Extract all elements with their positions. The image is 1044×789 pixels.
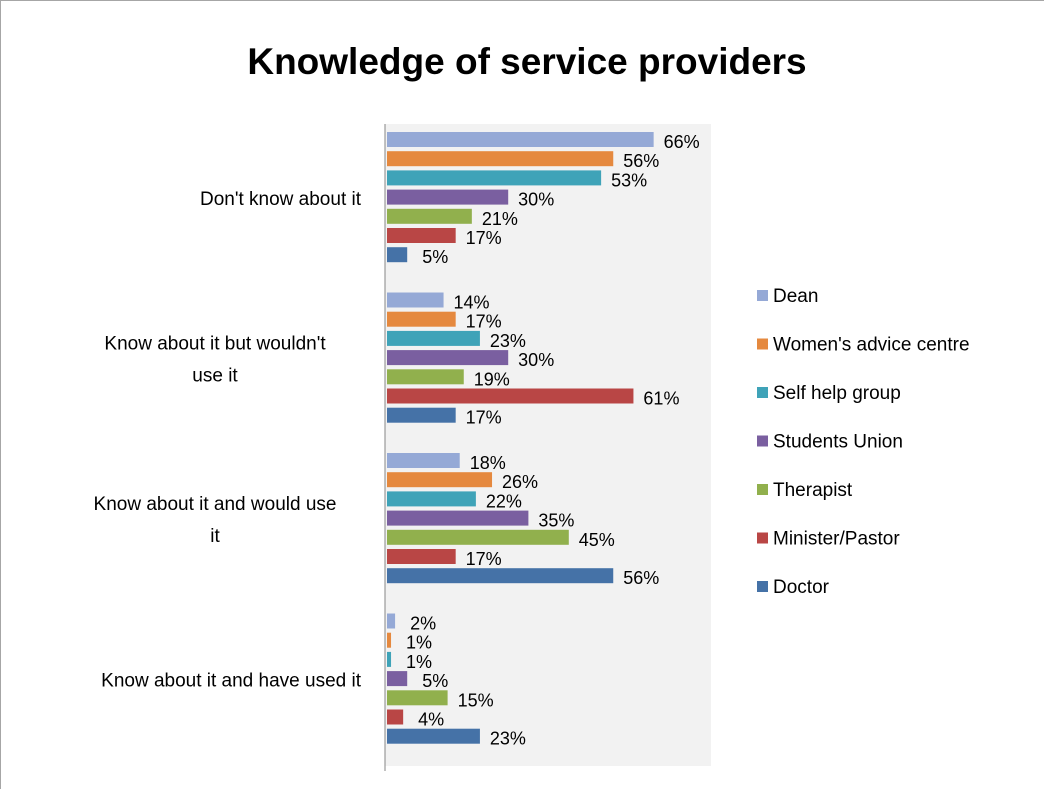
data-label: 2%: [410, 614, 436, 634]
category-label: Know about it but wouldn't use it: [104, 334, 326, 387]
data-label: 35%: [538, 511, 574, 531]
bar: [387, 690, 448, 706]
data-label: 30%: [518, 350, 554, 370]
bar: [387, 350, 509, 366]
bar: [387, 247, 408, 263]
data-label: 19%: [474, 369, 510, 389]
legend-swatch: [757, 435, 768, 447]
data-label: 26%: [502, 472, 538, 492]
bar: [387, 132, 654, 147]
bar: [387, 208, 472, 224]
data-label: 5%: [422, 247, 448, 267]
bar-group: [387, 132, 654, 744]
bar: [387, 613, 396, 629]
category-label-group: Don't know about it Know about it but wou…: [94, 189, 362, 692]
legend-label: Self help group: [773, 383, 901, 404]
data-label: 15%: [458, 690, 494, 710]
legend-swatch: [757, 290, 768, 301]
legend-label: Minister/Pastor: [773, 529, 900, 550]
bar: [387, 632, 392, 648]
data-label: 61%: [643, 389, 679, 409]
bar: [387, 292, 444, 308]
bar: [387, 491, 476, 507]
category-label: Know about it and would use it: [94, 494, 337, 547]
data-label: 45%: [579, 530, 615, 550]
data-label: 53%: [611, 170, 647, 190]
bar: [387, 671, 408, 687]
data-label: 66%: [664, 132, 700, 152]
data-label: 1%: [406, 652, 432, 672]
data-label: 17%: [466, 312, 502, 332]
data-label: 22%: [486, 491, 522, 511]
legend-label: Therapist: [773, 480, 853, 501]
data-label: 23%: [490, 331, 526, 351]
bar: [387, 407, 456, 423]
data-label: 5%: [422, 671, 448, 691]
legend-label: Doctor: [773, 577, 830, 598]
bar: [387, 510, 529, 526]
bar: [387, 549, 456, 564]
category-label: Know about it and have used it: [101, 671, 362, 692]
legend-label: Students Union: [773, 432, 903, 453]
legend-swatch: [757, 387, 768, 398]
legend-label: Women's advice centre: [773, 335, 970, 356]
data-label: 14%: [454, 293, 490, 313]
data-label: 21%: [482, 209, 518, 229]
data-label: 4%: [418, 710, 444, 730]
bar: [387, 388, 634, 404]
bar: [387, 311, 456, 327]
bar: [387, 709, 404, 725]
bar: [387, 529, 569, 545]
bar: [387, 453, 460, 468]
legend-swatch: [757, 532, 768, 544]
bar: [387, 330, 480, 346]
bar: [387, 472, 493, 488]
chart-title: Knowledge of service providers: [247, 41, 806, 82]
legend-swatch: [757, 484, 768, 495]
legend-swatch: [757, 581, 768, 592]
data-label: 23%: [490, 729, 526, 749]
data-label: 56%: [623, 151, 659, 171]
bar: [387, 369, 464, 385]
bar: [387, 170, 602, 186]
data-label: 1%: [406, 633, 432, 653]
legend-swatch: [757, 338, 768, 350]
data-label: 18%: [470, 453, 506, 473]
bar: [387, 728, 480, 744]
legend: Dean Women's advice centre Self help group…: [757, 286, 970, 598]
data-label: 17%: [466, 408, 502, 428]
data-label: 56%: [623, 568, 659, 588]
bar: [387, 189, 509, 205]
bar: [387, 651, 392, 667]
legend-label: Dean: [773, 286, 818, 307]
data-label: 17%: [466, 549, 502, 569]
data-label: 17%: [466, 228, 502, 248]
value-label-group: 66%56%53%30%21%17%5%14%17%23%30%19%61%17…: [406, 132, 700, 749]
data-label: 30%: [518, 190, 554, 210]
bar: [387, 151, 614, 167]
bar: [387, 228, 456, 243]
bar: [387, 568, 614, 584]
category-label: Don't know about it: [200, 189, 362, 210]
